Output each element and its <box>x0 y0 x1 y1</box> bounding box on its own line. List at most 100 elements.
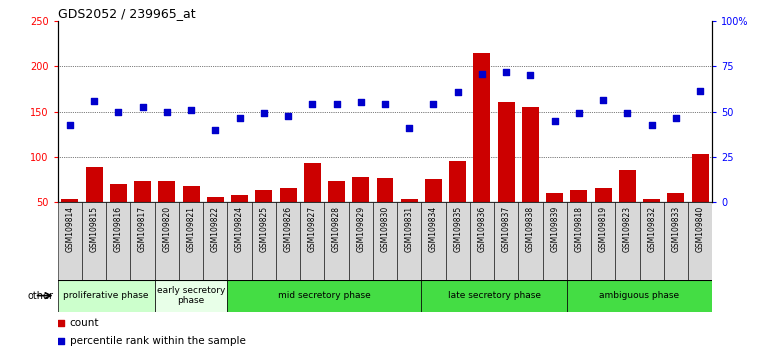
Text: late secretory phase: late secretory phase <box>447 291 541 300</box>
Text: GSM109828: GSM109828 <box>332 206 341 252</box>
Point <box>330 102 343 107</box>
Point <box>379 102 391 107</box>
Bar <box>421 202 446 280</box>
Text: GSM109831: GSM109831 <box>405 206 413 252</box>
Text: GSM109836: GSM109836 <box>477 206 487 252</box>
Bar <box>324 202 349 280</box>
Bar <box>62 199 79 202</box>
Bar <box>179 202 203 280</box>
Text: GSM109822: GSM109822 <box>211 206 219 252</box>
Point <box>500 69 512 75</box>
Bar <box>546 193 563 202</box>
Point <box>233 115 246 121</box>
Point <box>403 125 415 131</box>
Point <box>524 73 537 78</box>
Point <box>645 122 658 128</box>
Bar <box>643 199 660 202</box>
Point <box>88 98 100 103</box>
Bar <box>497 103 514 202</box>
Bar <box>155 202 179 280</box>
Point <box>670 115 682 121</box>
Point <box>427 102 440 107</box>
Point <box>185 107 197 113</box>
Bar <box>494 202 518 280</box>
Text: other: other <box>28 291 54 301</box>
Text: GSM109820: GSM109820 <box>162 206 172 252</box>
Bar <box>207 197 224 202</box>
Bar <box>227 202 252 280</box>
Bar <box>252 202 276 280</box>
Bar <box>373 202 397 280</box>
Bar <box>106 202 130 280</box>
Text: GSM109837: GSM109837 <box>502 206 511 252</box>
Text: early secretory
phase: early secretory phase <box>157 286 226 305</box>
Bar <box>110 184 127 202</box>
Bar <box>567 202 591 280</box>
Bar <box>130 202 155 280</box>
Bar <box>691 154 708 202</box>
Bar <box>82 202 106 280</box>
Point <box>161 109 173 114</box>
Point <box>694 88 706 93</box>
Text: GSM109816: GSM109816 <box>114 206 123 252</box>
Bar <box>58 202 82 280</box>
Text: GSM109823: GSM109823 <box>623 206 632 252</box>
Text: GSM109834: GSM109834 <box>429 206 438 252</box>
Bar <box>522 107 539 202</box>
Point <box>355 100 367 105</box>
Bar <box>280 188 296 202</box>
Text: GSM109817: GSM109817 <box>138 206 147 252</box>
Bar <box>664 202 688 280</box>
Bar <box>203 202 227 280</box>
Text: GSM109829: GSM109829 <box>357 206 365 252</box>
Text: GSM109833: GSM109833 <box>671 206 681 252</box>
Point <box>55 338 67 343</box>
Bar <box>688 202 712 280</box>
Bar <box>446 202 470 280</box>
Text: GSM109825: GSM109825 <box>259 206 268 252</box>
Point <box>55 320 67 326</box>
Bar <box>668 193 685 202</box>
Point <box>64 122 76 128</box>
Bar <box>328 181 345 202</box>
Point <box>597 97 609 103</box>
Point <box>136 104 149 110</box>
Bar <box>518 202 543 280</box>
Point <box>258 110 270 116</box>
Bar <box>256 190 273 202</box>
Text: GSM109819: GSM109819 <box>598 206 608 252</box>
Text: GSM109839: GSM109839 <box>551 206 559 252</box>
Text: GSM109830: GSM109830 <box>380 206 390 252</box>
Bar <box>615 202 640 280</box>
Bar <box>421 280 567 312</box>
Point <box>112 109 125 114</box>
Text: GSM109824: GSM109824 <box>235 206 244 252</box>
Bar <box>300 202 324 280</box>
Text: GSM109827: GSM109827 <box>308 206 316 252</box>
Bar <box>425 179 442 202</box>
Point <box>282 113 294 119</box>
Text: ambiguous phase: ambiguous phase <box>600 291 680 300</box>
Text: GDS2052 / 239965_at: GDS2052 / 239965_at <box>58 7 196 20</box>
Bar <box>543 202 567 280</box>
Bar <box>85 167 102 202</box>
Bar <box>134 181 151 202</box>
Bar <box>227 280 421 312</box>
Text: GSM109840: GSM109840 <box>695 206 705 252</box>
Bar <box>594 188 611 202</box>
Text: count: count <box>69 318 99 328</box>
Bar <box>640 202 664 280</box>
Bar <box>155 280 227 312</box>
Bar <box>591 202 615 280</box>
Bar <box>474 53 490 202</box>
Text: percentile rank within the sample: percentile rank within the sample <box>69 336 246 346</box>
Bar <box>159 181 176 202</box>
Bar <box>58 280 155 312</box>
Bar <box>377 178 393 202</box>
Bar <box>231 195 248 202</box>
Bar <box>397 202 421 280</box>
Text: GSM109814: GSM109814 <box>65 206 75 252</box>
Text: proliferative phase: proliferative phase <box>63 291 149 300</box>
Bar <box>304 163 321 202</box>
Point <box>573 110 585 116</box>
